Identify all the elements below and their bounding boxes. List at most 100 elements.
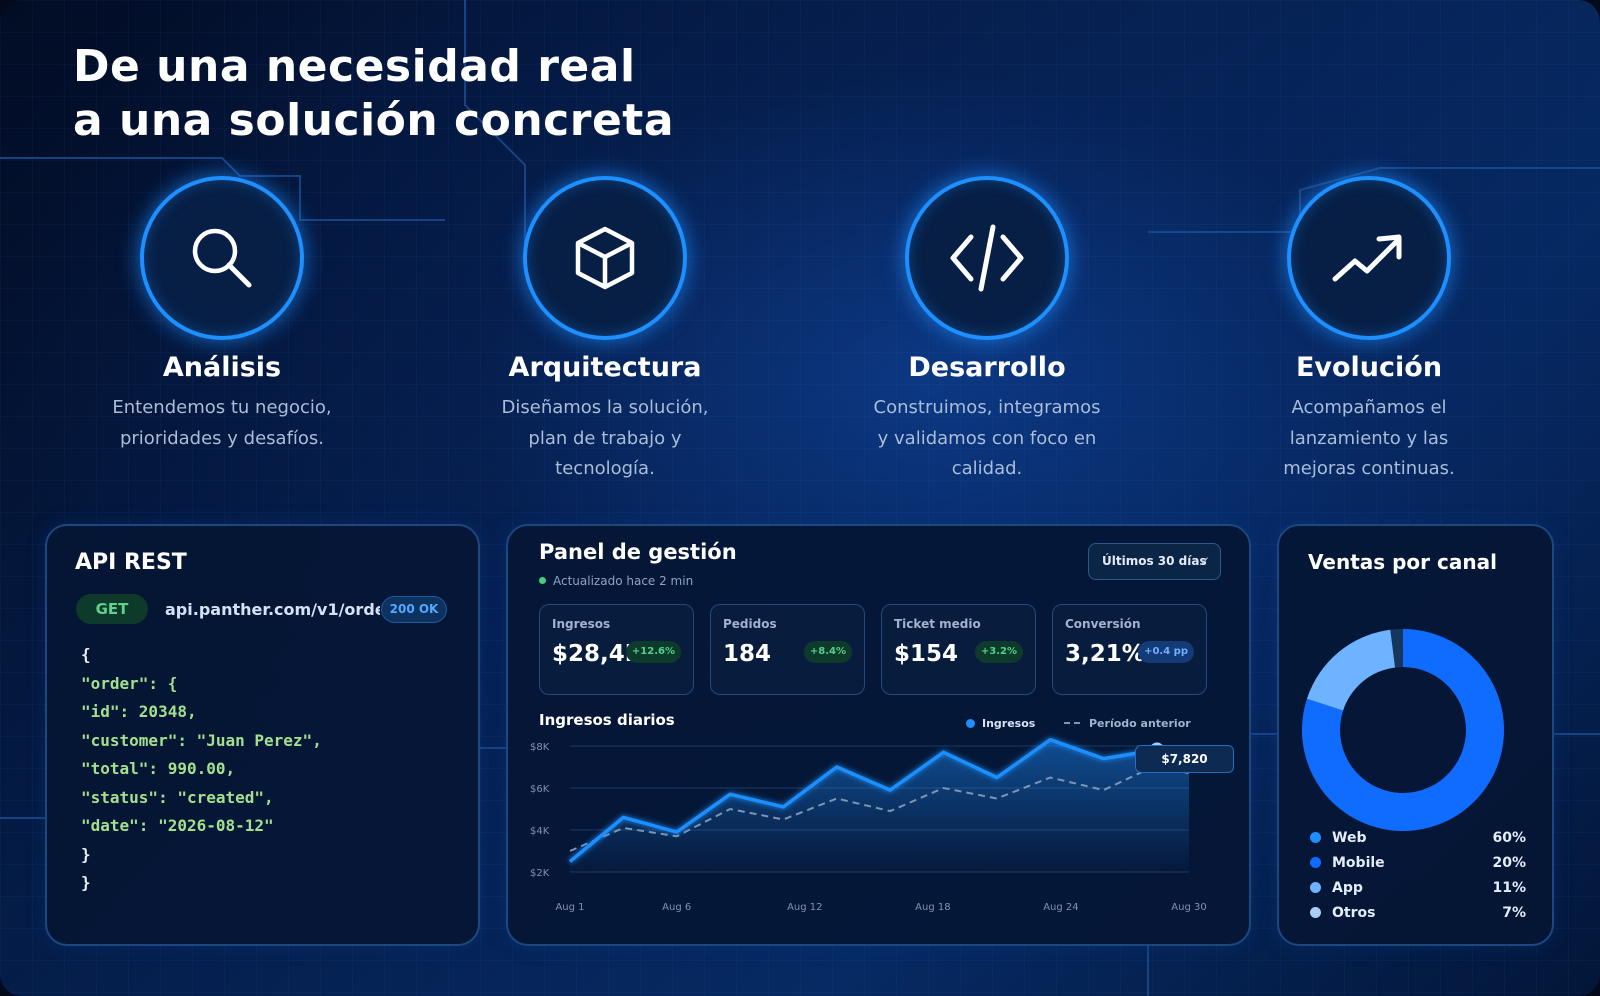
legend-label: Otros [1332, 905, 1376, 921]
kpi-label: Pedidos [723, 617, 777, 631]
step-description: Diseñamos la solución, plan de trabajo y… [501, 397, 709, 479]
donut-title: Ventas por canal [1308, 550, 1497, 574]
date-range-select[interactable]: Últimos 30 días ✓ [1088, 543, 1221, 580]
x-tick-label: Aug 12 [787, 902, 822, 913]
kpi-value: 184 [723, 641, 772, 667]
kpi-label: Ticket medio [894, 617, 981, 631]
dashboard-card: Panel de gestión Actualizado hace 2 min … [506, 524, 1251, 946]
code-line: "status": "created", [81, 787, 274, 807]
legend-item-ingresos[interactable]: Ingresos [966, 717, 1035, 730]
step-icon-ring [1287, 176, 1451, 340]
series-line-ingresos[interactable] [568, 737, 1190, 863]
legend-item-mobile[interactable]: Mobile 20% [1310, 855, 1526, 871]
kpi-delta-badge: +8.4% [803, 641, 852, 663]
series-line-periodo-anterior[interactable] [569, 763, 1190, 852]
code-line: "order": { [81, 673, 178, 693]
api-card: API REST GET api.panther.com/v1/orders 2… [45, 524, 480, 946]
step-evolucion: Evolución Acompañamos el lanzamiento y l… [1219, 176, 1519, 485]
legend-label: App [1332, 880, 1363, 896]
chart-title: Ingresos diarios [539, 711, 675, 729]
last-updated-text: Actualizado hace 2 min [553, 574, 694, 588]
api-card-title: API REST [75, 550, 187, 575]
code-line: } [81, 844, 91, 864]
trending-up-icon [1332, 234, 1402, 282]
x-tick-label: Aug 30 [1171, 902, 1206, 913]
legend-dash [1064, 722, 1080, 724]
step-analisis: Análisis Entendemos tu negocio, priorida… [72, 176, 372, 454]
area-fill-ingresos [570, 739, 1189, 872]
sales-donut-chart[interactable] [1293, 620, 1513, 840]
legend-item-app[interactable]: App 11% [1310, 880, 1526, 896]
kpi-label: Conversión [1065, 617, 1141, 631]
check-icon: ✓ [1199, 554, 1210, 568]
status-dot [539, 577, 546, 584]
legend-dot [1310, 882, 1321, 893]
step-desarrollo: Desarrollo Construimos, integramos y val… [837, 176, 1137, 485]
donut-slice-app[interactable] [1306, 629, 1396, 711]
code-line: "customer": "Juan Perez", [81, 730, 322, 750]
legend-label: Período anterior [1089, 717, 1191, 730]
chart-tooltip: $7,820 [1135, 745, 1234, 773]
http-method-badge: GET [76, 594, 148, 624]
date-range-value: Últimos 30 días [1102, 554, 1207, 568]
kpi-delta-badge: +3.2% [974, 641, 1023, 663]
legend-dot [966, 719, 975, 728]
kpi-delta-badge: +12.6% [625, 641, 681, 663]
legend-percent: 60% [1492, 830, 1526, 846]
code-line: "date": "2026-08-12" [81, 816, 274, 835]
kpi-label: Ingresos [552, 617, 611, 631]
api-endpoint[interactable]: api.panther.com/v1/orders [165, 600, 380, 619]
kpi-delta-badge: +0.4 pp [1138, 641, 1194, 663]
hero-title-line2: a una solución concreta [73, 95, 675, 146]
donut-slice-web-mobile[interactable] [1302, 629, 1504, 831]
kpi-card-conversion[interactable]: Conversión 3,21% +0.4 pp [1052, 604, 1207, 695]
legend-label: Web [1332, 830, 1367, 846]
legend-percent: 7% [1502, 905, 1526, 921]
legend-item-periodo-anterior[interactable]: Período anterior [1064, 717, 1191, 730]
kpi-card-ingresos[interactable]: Ingresos $28,4K +12.6% [539, 604, 694, 695]
step-icon-ring [140, 176, 304, 340]
kpi-value: 3,21% [1065, 641, 1145, 667]
legend-percent: 20% [1492, 855, 1526, 871]
json-response: { "order": { "id": 20348, "customer": "J… [81, 641, 322, 898]
last-updated: Actualizado hace 2 min [539, 574, 693, 588]
code-line: { [81, 645, 91, 664]
donut-slice-remaining [1390, 629, 1403, 668]
y-tick-label: $8K [530, 742, 550, 753]
step-description: Construimos, integramos y validamos con … [873, 397, 1101, 479]
legend-item-web[interactable]: Web 60% [1310, 830, 1526, 846]
x-tick-label: Aug 24 [1043, 902, 1078, 913]
kpi-card-pedidos[interactable]: Pedidos 184 +8.4% [710, 604, 865, 695]
revenue-line-chart[interactable]: $8K $6K $4K $2K Aug 1 Aug 6 Aug 12 Aug 18 Aug 24… [508, 526, 1249, 944]
search-icon [192, 228, 252, 288]
status-badge: 200 OK [381, 596, 447, 623]
code-icon [950, 224, 1024, 292]
legend-item-otros[interactable]: Otros 7% [1310, 905, 1526, 921]
legend-label: Ingresos [982, 717, 1036, 730]
step-icon-ring [523, 176, 687, 340]
legend-dot [1310, 832, 1321, 843]
y-tick-label: $4K [530, 826, 550, 837]
step-title: Desarrollo [908, 352, 1066, 383]
x-tick-label: Aug 18 [915, 902, 950, 913]
y-tick-label: $6K [530, 784, 550, 795]
x-tick-label: Aug 6 [662, 902, 691, 913]
step-description: Entendemos tu negocio, prioridades y des… [112, 397, 332, 449]
code-line: "total": 990.00, [81, 759, 236, 778]
step-arquitectura: Arquitectura Diseñamos la solución, plan… [455, 176, 755, 485]
kpi-card-ticket-medio[interactable]: Ticket medio $154 +3.2% [881, 604, 1036, 695]
legend-dot [1310, 907, 1321, 918]
step-description: Acompañamos el lanzamiento y las mejoras… [1283, 397, 1455, 479]
x-tick-label: Aug 1 [555, 902, 584, 913]
sales-channel-card: Ventas por canal Web 60% Mobile 20% App … [1277, 524, 1554, 946]
dashboard-title: Panel de gestión [539, 540, 737, 564]
step-icon-ring [905, 176, 1069, 340]
cube-icon [575, 226, 635, 290]
kpi-value: $154 [894, 641, 959, 667]
legend-dot [1310, 857, 1321, 868]
step-title: Análisis [162, 352, 282, 383]
legend-label: Mobile [1332, 855, 1385, 871]
hero-title-line1: De una necesidad real [73, 41, 636, 92]
y-tick-label: $2K [530, 868, 550, 879]
